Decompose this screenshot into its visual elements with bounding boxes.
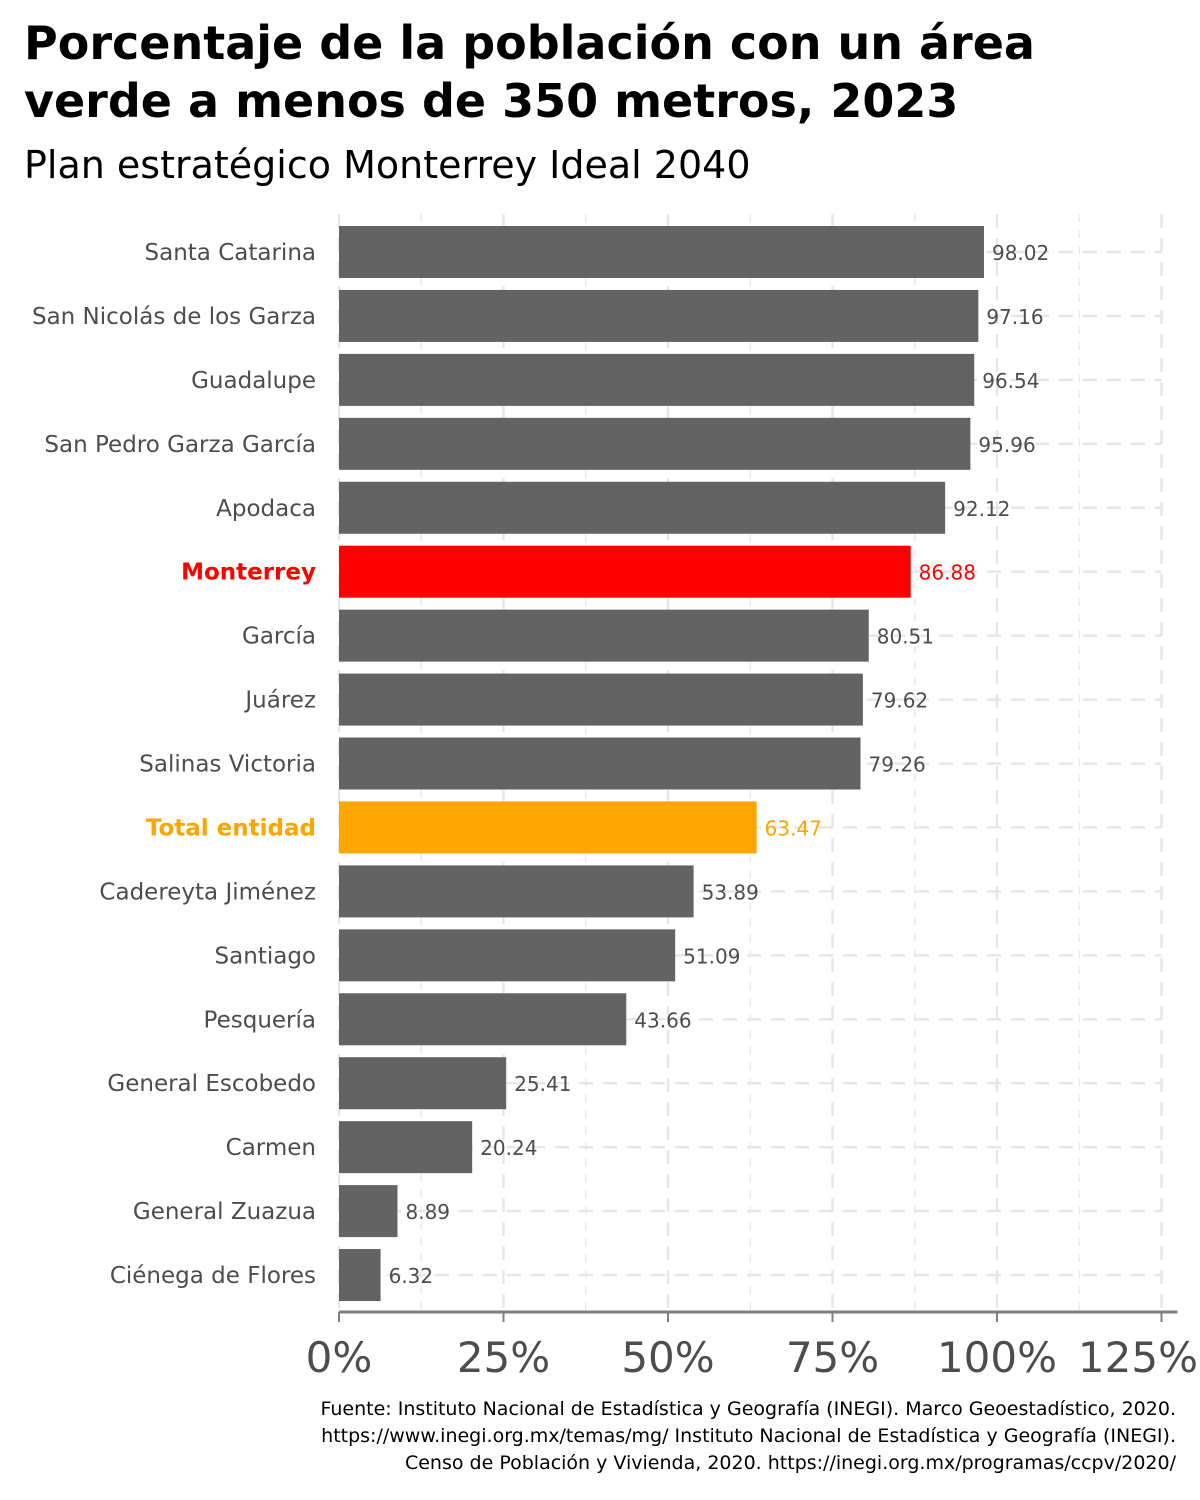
bar xyxy=(339,1249,381,1302)
value-label: 25.41 xyxy=(514,1072,571,1096)
value-label: 6.32 xyxy=(389,1264,434,1288)
bar xyxy=(339,865,694,918)
category-label: Carmen xyxy=(226,1135,316,1161)
value-label: 96.54 xyxy=(982,369,1039,393)
bar xyxy=(339,545,911,598)
x-tick-label: 25% xyxy=(457,1333,550,1382)
category-label: San Pedro Garza García xyxy=(44,432,316,458)
bar-chart: 98.02 Santa Catarina 97.16 San Nicolás de l… xyxy=(32,214,1198,1382)
value-label: 97.16 xyxy=(986,305,1043,329)
value-label: 8.89 xyxy=(405,1200,450,1224)
bar xyxy=(339,289,979,342)
category-label: Santa Catarina xyxy=(145,240,316,266)
bar xyxy=(339,801,757,854)
bar xyxy=(339,353,975,406)
category-label: García xyxy=(242,624,316,650)
bar xyxy=(339,929,676,982)
bar xyxy=(339,1121,473,1174)
title-line-1: Porcentaje de la población con un área xyxy=(24,16,1035,70)
value-label: 92.12 xyxy=(953,497,1010,521)
value-label: 95.96 xyxy=(978,433,1035,457)
bar xyxy=(339,609,869,662)
x-tick-label: 100% xyxy=(937,1333,1057,1382)
category-label: General Escobedo xyxy=(107,1071,316,1097)
value-label: 79.26 xyxy=(869,753,926,777)
category-label: San Nicolás de los Garza xyxy=(32,304,316,330)
value-label: 98.02 xyxy=(992,241,1049,265)
category-label: Monterrey xyxy=(181,560,316,586)
value-label: 20.24 xyxy=(480,1136,537,1160)
caption-line-1: Fuente: Instituto Nacional de Estadístic… xyxy=(320,1398,1176,1420)
category-label: Guadalupe xyxy=(191,368,316,394)
bar xyxy=(339,1185,398,1238)
category-label: Ciénega de Flores xyxy=(110,1263,316,1289)
category-label: Juárez xyxy=(243,688,316,714)
caption-line-3: Censo de Población y Vivienda, 2020. htt… xyxy=(404,1452,1176,1474)
bar xyxy=(339,1057,507,1110)
source-caption: Fuente: Instituto Nacional de Estadístic… xyxy=(26,1396,1176,1477)
bar xyxy=(339,417,971,470)
title-line-2: verde a menos de 350 metros, 2023 xyxy=(24,74,959,128)
x-tick-label: 50% xyxy=(621,1333,714,1382)
value-label: 51.09 xyxy=(683,944,740,968)
category-label: Pesquería xyxy=(204,1007,316,1033)
value-label: 80.51 xyxy=(877,625,934,649)
category-label: Salinas Victoria xyxy=(139,752,316,778)
x-axis: 0% 25% 50% 75% 100% 125% xyxy=(306,1310,1198,1382)
value-label: 86.88 xyxy=(919,561,976,585)
bar xyxy=(339,481,946,534)
bar xyxy=(339,226,984,278)
x-tick-label: 0% xyxy=(306,1333,373,1382)
bar xyxy=(339,737,861,790)
category-label: Apodaca xyxy=(216,496,316,522)
value-label: 63.47 xyxy=(765,816,822,840)
x-tick-label: 125% xyxy=(1078,1333,1198,1382)
chart-subtitle: Plan estratégico Monterrey Ideal 2040 xyxy=(24,143,751,187)
category-label: Cadereyta Jiménez xyxy=(99,879,316,905)
value-label: 53.89 xyxy=(702,880,759,904)
value-label: 79.62 xyxy=(871,689,928,713)
category-label: Total entidad xyxy=(146,815,316,841)
caption-line-2: https://www.inegi.org.mx/temas/mg/ Insti… xyxy=(321,1425,1176,1447)
category-label: General Zuazua xyxy=(133,1199,316,1225)
bars: 98.02 Santa Catarina 97.16 San Nicolás de l… xyxy=(32,226,1049,1302)
value-label: 43.66 xyxy=(634,1008,691,1032)
category-label: Santiago xyxy=(215,943,316,969)
x-tick-label: 75% xyxy=(786,1333,879,1382)
chart-title: Porcentaje de la población con un área v… xyxy=(24,14,1174,130)
bar xyxy=(339,673,863,726)
bar xyxy=(339,993,627,1046)
